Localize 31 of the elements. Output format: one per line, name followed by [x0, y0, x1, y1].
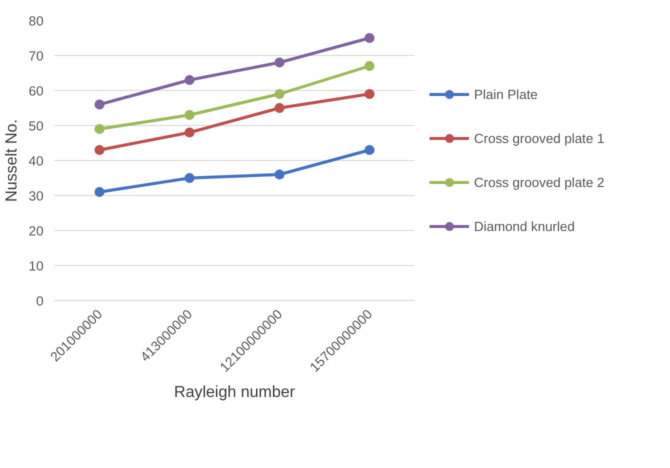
- y-tick-label: 70: [28, 48, 44, 64]
- legend-label: Cross grooved plate 2: [474, 174, 604, 190]
- point: [184, 128, 194, 138]
- point: [364, 145, 374, 155]
- point: [94, 100, 104, 110]
- point: [94, 187, 104, 197]
- legend-label: Plain Plate: [474, 86, 538, 102]
- y-axis-title: Nusselt No.: [4, 119, 21, 202]
- y-tick-label: 30: [28, 188, 44, 204]
- x-axis-title: Rayleigh number: [174, 384, 296, 402]
- point: [184, 75, 194, 85]
- point: [274, 58, 284, 68]
- legend-label: Diamond knurled: [474, 218, 575, 234]
- legend-label: Cross grooved plate 1: [474, 130, 604, 146]
- y-tick-label: 40: [28, 154, 44, 168]
- y-tick-label: 60: [28, 84, 44, 98]
- point: [274, 89, 284, 99]
- point: [94, 124, 104, 134]
- point: [364, 89, 374, 99]
- point: [364, 61, 374, 71]
- point: [184, 173, 194, 183]
- y-tick-label: 80: [28, 14, 44, 28]
- y-tick-label: 0: [36, 294, 44, 308]
- y-tick-label: 10: [28, 258, 44, 274]
- y-tick-label: 20: [28, 224, 44, 238]
- point: [364, 33, 374, 43]
- point: [274, 170, 284, 180]
- point: [184, 110, 194, 120]
- point: [274, 103, 284, 113]
- point: [94, 145, 104, 155]
- y-tick-label: 50: [28, 118, 44, 134]
